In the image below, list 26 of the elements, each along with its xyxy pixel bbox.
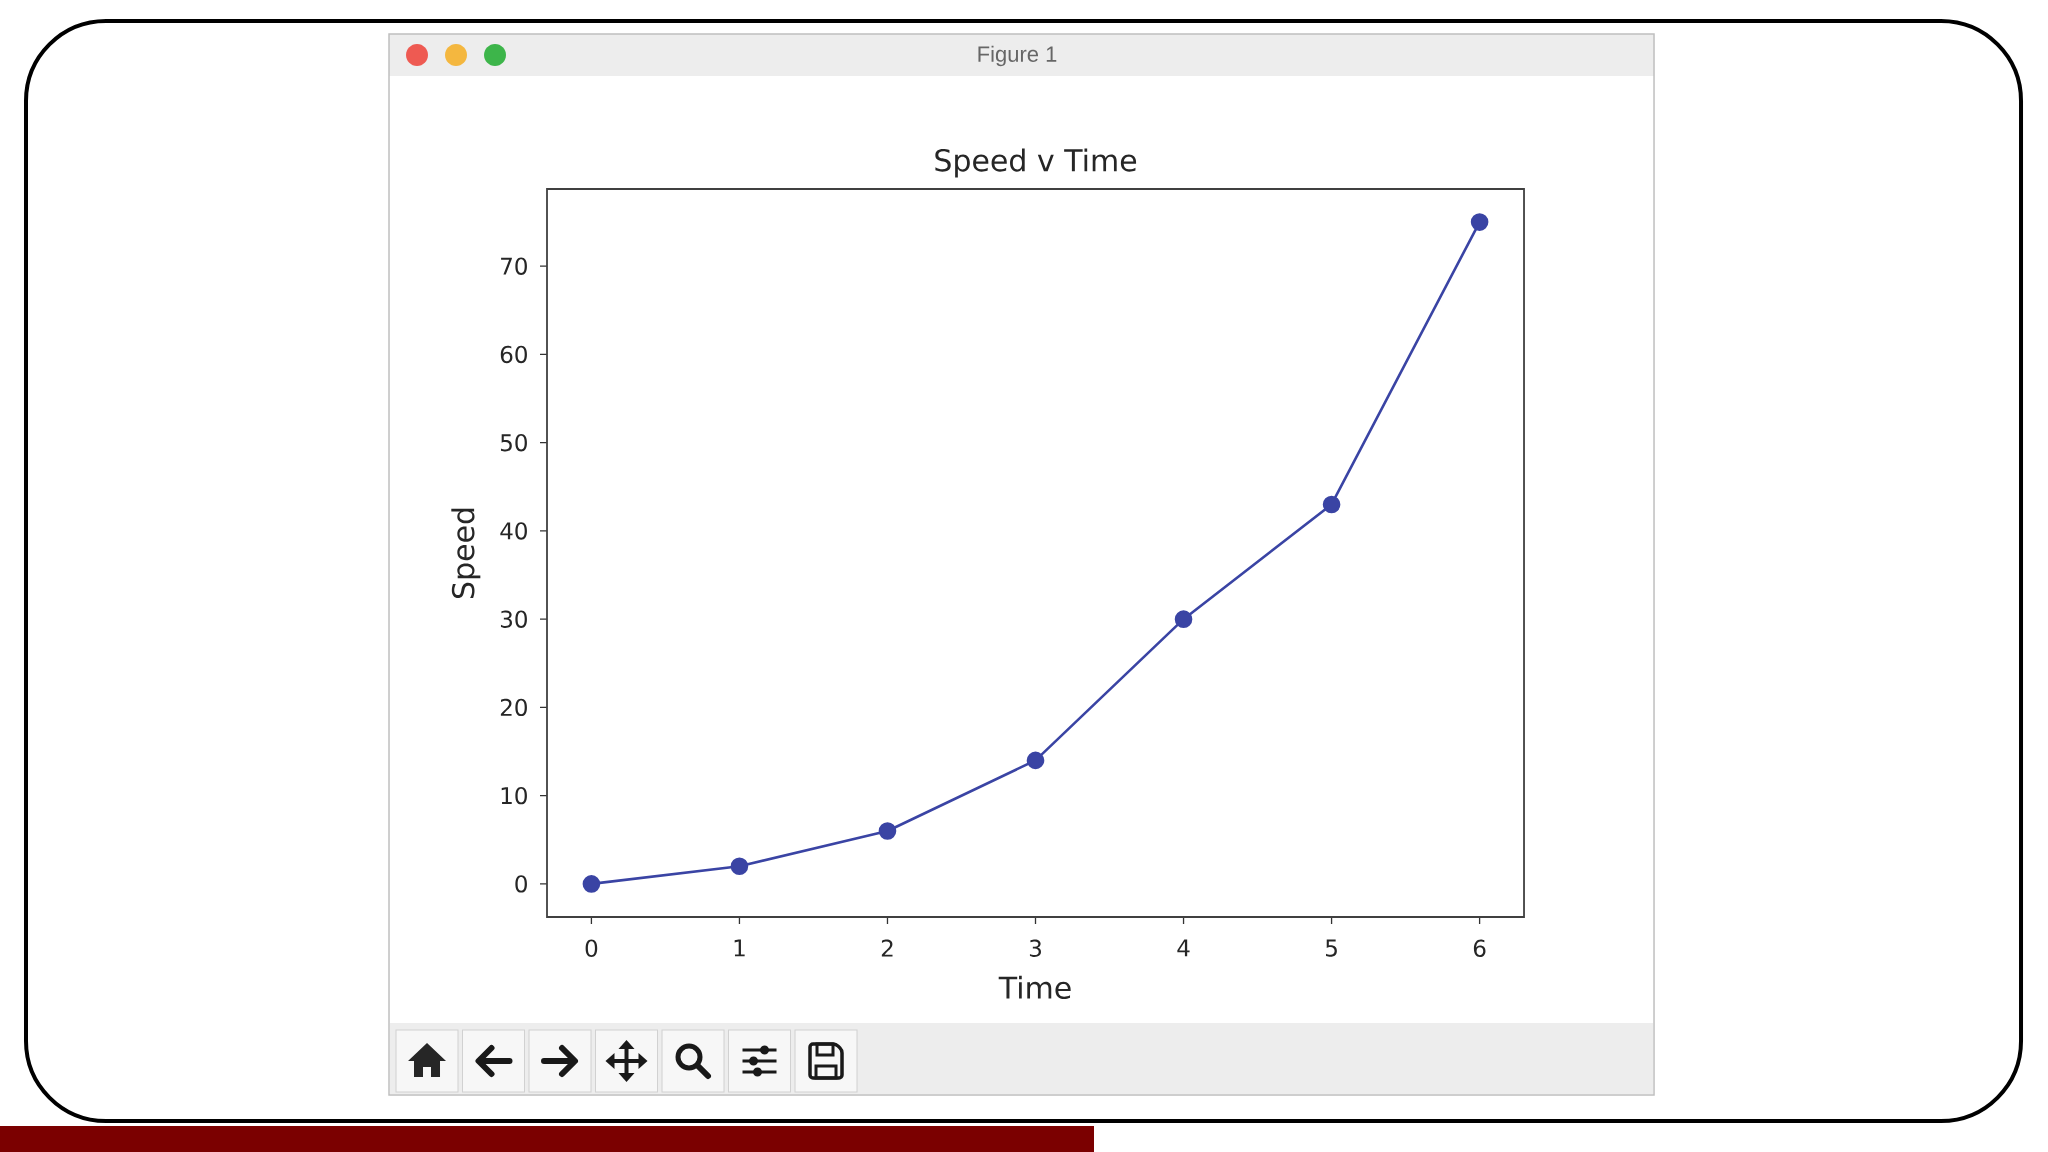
x-axis-title: Time: [998, 975, 1071, 1000]
point: [582, 875, 601, 893]
x-tick-label: 2: [881, 939, 893, 957]
y-tick-label: 40: [500, 522, 527, 540]
y-tick-label: 50: [500, 433, 527, 452]
point: [1470, 213, 1489, 231]
y-tick-label: 10: [501, 786, 527, 805]
caption: Figure 1: [978, 45, 1057, 67]
point: [1026, 751, 1045, 770]
chart-title: Speed v Time: [935, 148, 1137, 178]
y-axis-title: Speed: [451, 508, 481, 599]
x-tick-label: 4: [1177, 939, 1190, 957]
y-tick-label: 30: [500, 610, 527, 628]
point: [878, 822, 897, 840]
y-tick-label: 70: [501, 257, 527, 275]
y-tick-label: 20: [500, 698, 527, 717]
x-tick-label: 5: [1326, 939, 1337, 957]
y-tick-label: 60: [500, 345, 527, 364]
x-tick-label: 6: [1473, 939, 1486, 957]
x-tick-label: 1: [734, 939, 745, 957]
point: [1322, 495, 1341, 514]
x-tick-label: 3: [1029, 939, 1041, 957]
point: [730, 857, 749, 876]
x-tick-label: 0: [585, 939, 598, 957]
point: [1174, 610, 1193, 628]
y-tick-label: 0: [515, 875, 527, 893]
